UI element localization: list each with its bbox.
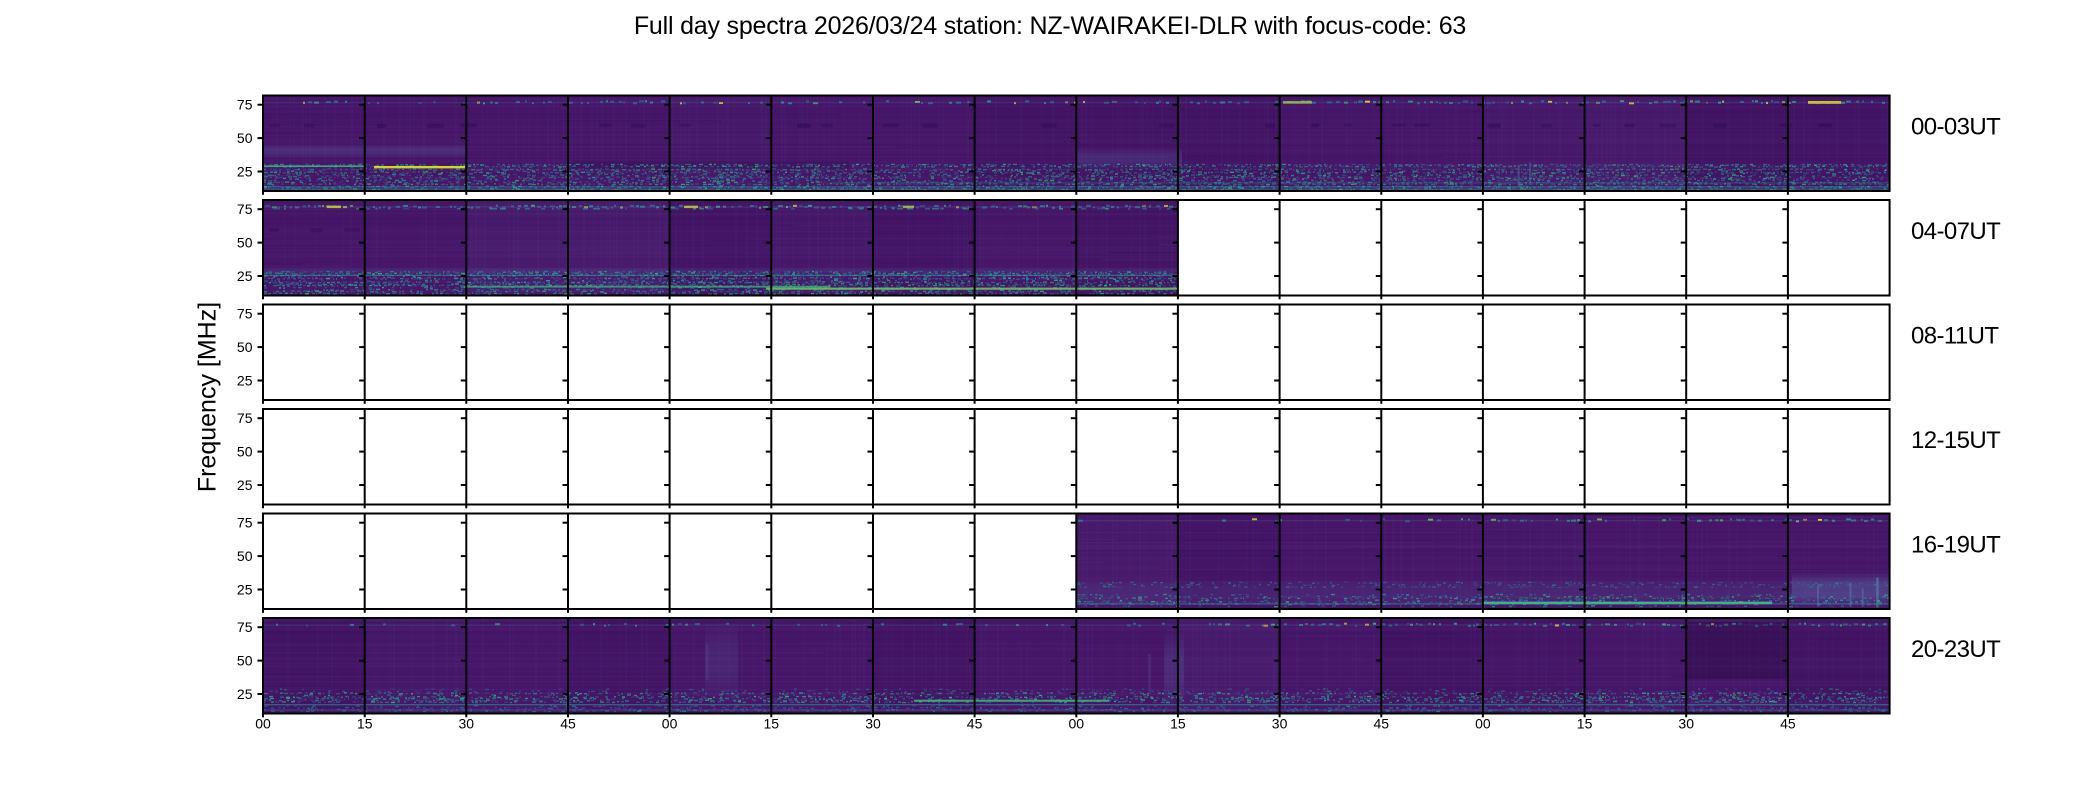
svg-text:30: 30 [865,716,881,732]
svg-text:15: 15 [357,716,373,732]
svg-text:50: 50 [237,339,253,355]
svg-text:45: 45 [560,716,576,732]
svg-text:00: 00 [255,716,271,732]
svg-text:25: 25 [237,163,253,179]
svg-text:25: 25 [237,372,253,388]
svg-text:20-23UT: 20-23UT [1911,636,2001,663]
svg-text:75: 75 [237,619,253,635]
svg-text:75: 75 [237,410,253,426]
svg-text:75: 75 [237,201,253,217]
svg-text:00: 00 [662,716,678,732]
svg-text:45: 45 [1374,716,1390,732]
svg-text:00-03UT: 00-03UT [1911,114,2001,141]
svg-text:45: 45 [1780,716,1796,732]
svg-text:50: 50 [237,130,253,146]
svg-text:50: 50 [237,443,253,459]
svg-text:00: 00 [1475,716,1491,732]
svg-text:00: 00 [1069,716,1085,732]
svg-text:Frequency [MHz]: Frequency [MHz] [194,302,222,492]
svg-text:25: 25 [237,686,253,702]
svg-text:15: 15 [1170,716,1186,732]
svg-text:04-07UT: 04-07UT [1911,218,2001,245]
svg-text:50: 50 [237,652,253,668]
svg-text:25: 25 [237,268,253,284]
svg-text:12-15UT: 12-15UT [1911,427,2001,454]
svg-text:15: 15 [764,716,780,732]
svg-text:Full day spectra 2026/03/24 st: Full day spectra 2026/03/24 station: NZ-… [634,12,1466,40]
svg-text:45: 45 [967,716,983,732]
svg-text:30: 30 [1272,716,1288,732]
svg-text:30: 30 [1678,716,1694,732]
svg-text:75: 75 [237,306,253,322]
svg-text:30: 30 [459,716,475,732]
svg-text:75: 75 [237,515,253,531]
svg-text:50: 50 [237,234,253,250]
svg-text:15: 15 [1577,716,1593,732]
svg-text:50: 50 [237,548,253,564]
svg-text:75: 75 [237,97,253,113]
svg-text:16-19UT: 16-19UT [1911,532,2001,559]
svg-text:25: 25 [237,477,253,493]
svg-text:25: 25 [237,581,253,597]
svg-text:08-11UT: 08-11UT [1911,323,1999,350]
